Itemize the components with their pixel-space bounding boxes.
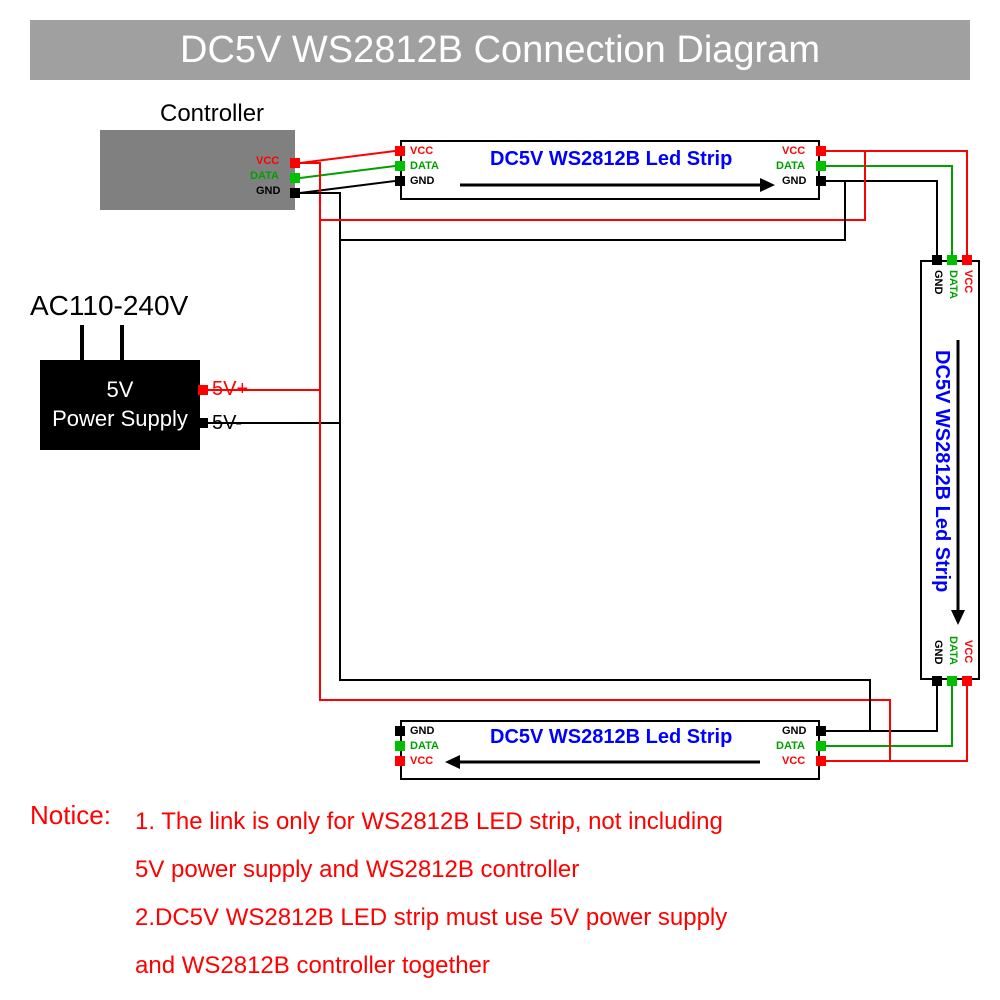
psu-line2: Power Supply [40,405,200,434]
s3-l-data: DATA [410,740,439,752]
controller-pad-data [290,173,300,183]
strip-3-label: DC5V WS2812B Led Strip [490,726,732,749]
psu-line1: 5V [40,376,200,405]
s1-l-pad-gnd [395,176,405,186]
s2-t-pad-gnd [932,255,942,265]
controller-pin-gnd: GND [256,185,280,197]
notice-line-4: and WS2812B controller together [135,942,975,990]
s3-l-gnd: GND [410,725,434,737]
s1-r-vcc: VCC [782,145,805,157]
controller-pad-gnd [290,188,300,198]
s3-l-vcc: VCC [410,755,433,767]
psu-pad-pos [198,385,208,395]
s2-b-pad-vcc [962,676,972,686]
controller-label: Controller [160,100,264,128]
ac-label: AC110-240V [30,290,188,322]
notice-line-3: 2.DC5V WS2812B LED strip must use 5V pow… [135,894,975,942]
s2-t-pad-vcc [962,255,972,265]
controller-pin-data: DATA [250,170,279,182]
notice-line-2: 5V power supply and WS2812B controller [135,846,975,894]
s3-l-pad-data [395,741,405,751]
s1-l-data: DATA [410,160,439,172]
s1-r-pad-data [816,161,826,171]
s3-r-pad-gnd [816,726,826,736]
s1-r-pad-gnd [816,176,826,186]
s1-r-gnd: GND [782,175,806,187]
s1-l-gnd: GND [410,175,434,187]
s2-b-data: DATA [947,636,959,665]
controller-pin-vcc: VCC [256,155,279,167]
s1-r-pad-vcc [816,146,826,156]
s3-l-pad-gnd [395,726,405,736]
s2-b-pad-data [947,676,957,686]
s3-l-pad-vcc [395,756,405,766]
strip-2-label: DC5V WS2812B Led Strip [930,350,953,592]
s3-r-vcc: VCC [782,755,805,767]
notice-label: Notice: [30,800,111,831]
s1-l-pad-vcc [395,146,405,156]
s2-b-pad-gnd [932,676,942,686]
notice-body: 1. The link is only for WS2812B LED stri… [135,798,975,990]
s2-t-data: DATA [947,270,959,299]
s3-r-gnd: GND [782,725,806,737]
title-bar: DC5V WS2812B Connection Diagram [30,20,970,80]
psu-out-neg: 5V- [212,412,242,435]
s1-r-data: DATA [776,160,805,172]
ac-prong-2 [120,325,124,360]
strip-1-label: DC5V WS2812B Led Strip [490,148,732,171]
s3-r-pad-vcc [816,756,826,766]
s2-t-vcc: VCC [962,270,974,293]
s2-b-vcc: VCC [962,640,974,663]
s2-t-gnd: GND [932,270,944,294]
s1-l-pad-data [395,161,405,171]
ac-prong-1 [80,325,84,360]
psu-out-pos: 5V+ [212,378,248,401]
notice-line-1: 1. The link is only for WS2812B LED stri… [135,798,975,846]
psu-box: 5V Power Supply [40,360,200,450]
s3-r-data: DATA [776,740,805,752]
s2-t-pad-data [947,255,957,265]
s1-l-vcc: VCC [410,145,433,157]
s3-r-pad-data [816,741,826,751]
controller-pad-vcc [290,158,300,168]
psu-pad-neg [198,418,208,428]
s2-b-gnd: GND [932,640,944,664]
